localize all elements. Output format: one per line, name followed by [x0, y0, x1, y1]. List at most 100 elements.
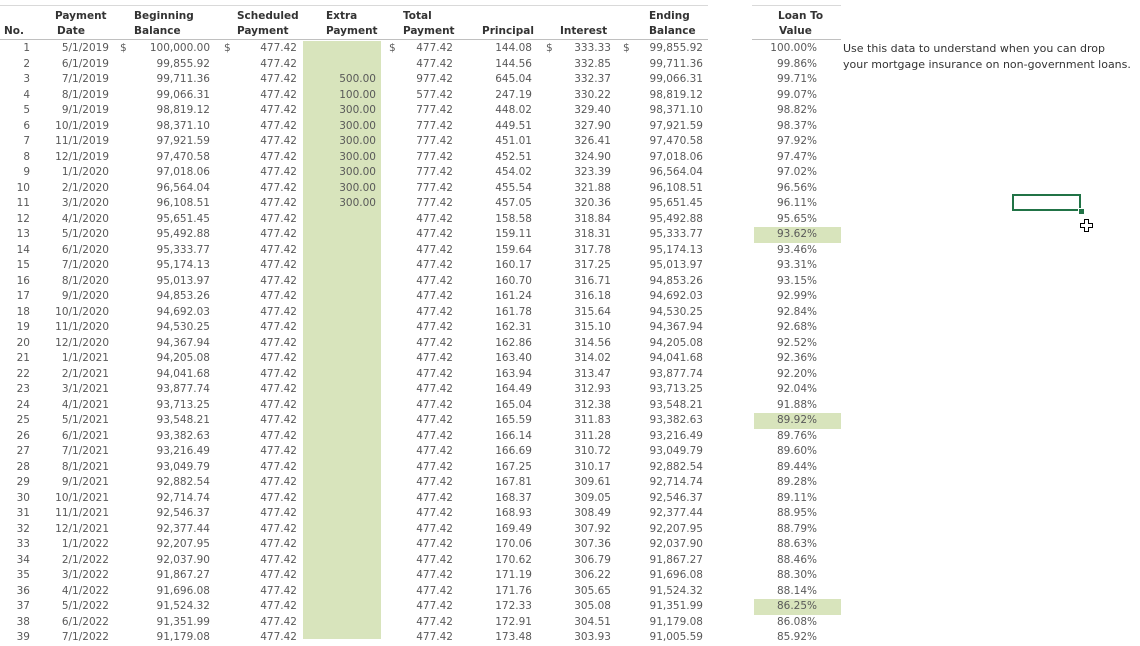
table-row[interactable]: 15 7/1/2020 95,174.13 477.42 477.42 160.17 317… — [0, 258, 860, 274]
table-row[interactable]: 3 7/1/2019 99,711.36 477.42 500.00 977.42 645.… — [0, 72, 860, 88]
table-row[interactable]: 31 11/1/2021 92,546.37 477.42 477.42 168.93 30… — [0, 506, 860, 522]
loan-to-value-cell: 98.82% — [776, 104, 817, 116]
extra-payment-cell[interactable]: 300.00 — [339, 181, 376, 194]
extra-payment-cell[interactable]: 300.00 — [339, 197, 376, 209]
principal-cell: 170.62 — [495, 553, 532, 566]
table-row[interactable]: 35 3/1/2022 91,867.27 477.42 477.42 171.19 306… — [0, 568, 860, 584]
table-row[interactable]: 38 6/1/2022 91,351.99 477.42 477.42 172.91 304… — [0, 615, 860, 631]
table-row[interactable]: 28 8/1/2021 93,049.79 477.42 477.42 167.25 310… — [0, 460, 860, 476]
extra-payment-cell[interactable] — [305, 398, 376, 414]
ending-balance-cell: 95,333.77 — [649, 228, 703, 240]
extra-payment-cell[interactable]: 500.00 — [339, 73, 376, 85]
table-row[interactable]: 23 3/1/2021 93,877.74 477.42 477.42 164.49 312… — [0, 382, 860, 398]
extra-payment-cell[interactable] — [305, 57, 376, 73]
table-row[interactable]: 20 12/1/2020 94,367.94 477.42 477.42 162.86 31… — [0, 336, 860, 352]
principal-cell: 167.25 — [495, 460, 532, 473]
extra-payment-cell[interactable] — [305, 615, 376, 631]
extra-payment-cell[interactable]: 100.00 — [339, 88, 376, 101]
beginning-balance-cell: 91,867.27 — [156, 569, 210, 581]
total-payment-cell: 477.42 — [416, 445, 453, 457]
extra-payment-cell[interactable] — [305, 444, 376, 460]
table-row[interactable]: 1 5/1/2019 $100,000.00 $477.42 $477.42 144.08… — [0, 41, 860, 57]
extra-payment-cell[interactable] — [305, 305, 376, 321]
ending-balance-cell: 92,882.54 — [649, 460, 703, 473]
principal-cell: 455.54 — [495, 181, 532, 194]
extra-payment-cell[interactable] — [305, 568, 376, 584]
table-row[interactable]: 12 4/1/2020 95,651.45 477.42 477.42 158.58 318… — [0, 212, 860, 228]
extra-payment-cell[interactable] — [305, 553, 376, 569]
table-row[interactable]: 11 3/1/2020 96,108.51 477.42 300.00 777.42 457… — [0, 196, 860, 212]
interest-cell: 316.71 — [574, 274, 611, 287]
table-row[interactable]: 34 2/1/2022 92,037.90 477.42 477.42 170.62 306… — [0, 553, 860, 569]
extra-payment-cell[interactable]: 300.00 — [339, 150, 376, 163]
table-row[interactable]: 22 2/1/2021 94,041.68 477.42 477.42 163.94 313… — [0, 367, 860, 383]
row-number: 16 — [16, 274, 30, 287]
extra-payment-cell[interactable] — [305, 429, 376, 445]
extra-payment-cell[interactable] — [305, 630, 376, 646]
table-row[interactable]: 27 7/1/2021 93,216.49 477.42 477.42 166.69 310… — [0, 444, 860, 460]
table-row[interactable]: 8 12/1/2019 97,470.58 477.42 300.00 777.42 452… — [0, 150, 860, 166]
table-row[interactable]: 18 10/1/2020 94,692.03 477.42 477.42 161.78 31… — [0, 305, 860, 321]
table-row[interactable]: 4 8/1/2019 99,066.31 477.42 100.00 577.42 247.… — [0, 88, 860, 104]
fill-handle[interactable] — [1078, 208, 1085, 215]
table-row[interactable]: 26 6/1/2021 93,382.63 477.42 477.42 166.14 311… — [0, 429, 860, 445]
beginning-balance-cell: 94,367.94 — [156, 336, 210, 349]
extra-payment-cell[interactable]: 300.00 — [339, 104, 376, 116]
table-row[interactable]: 7 11/1/2019 97,921.59 477.42 300.00 777.42 451… — [0, 134, 860, 150]
table-row[interactable]: 13 5/1/2020 95,492.88 477.42 477.42 159.11 318… — [0, 227, 860, 243]
table-row[interactable]: 9 1/1/2020 97,018.06 477.42 300.00 777.42 454.… — [0, 165, 860, 181]
table-row[interactable]: 16 8/1/2020 95,013.97 477.42 477.42 160.70 316… — [0, 274, 860, 290]
extra-payment-cell[interactable] — [305, 599, 376, 615]
interest-cell: 317.25 — [574, 259, 611, 271]
table-row[interactable]: 2 6/1/2019 99,855.92 477.42 477.42 144.56 332.… — [0, 57, 860, 73]
table-row[interactable]: 37 5/1/2022 91,524.32 477.42 477.42 172.33 305… — [0, 599, 860, 615]
table-row[interactable]: 24 4/1/2021 93,713.25 477.42 477.42 165.04 312… — [0, 398, 860, 414]
total-payment-cell: 777.42 — [416, 119, 453, 132]
extra-payment-cell[interactable] — [305, 506, 376, 522]
table-row[interactable]: 6 10/1/2019 98,371.10 477.42 300.00 777.42 449… — [0, 119, 860, 135]
table-row[interactable]: 36 4/1/2022 91,696.08 477.42 477.42 171.76 305… — [0, 584, 860, 600]
extra-payment-cell[interactable] — [305, 289, 376, 305]
extra-payment-cell[interactable] — [305, 413, 376, 429]
principal-cell: 163.40 — [495, 352, 532, 364]
extra-payment-cell[interactable] — [305, 522, 376, 538]
extra-payment-cell[interactable] — [305, 336, 376, 352]
loan-to-value-cell: 96.11% — [776, 197, 817, 209]
table-row[interactable]: 25 5/1/2021 93,548.21 477.42 477.42 165.59 311… — [0, 413, 860, 429]
extra-payment-cell[interactable] — [305, 274, 376, 290]
table-row[interactable]: 5 9/1/2019 98,819.12 477.42 300.00 777.42 448.… — [0, 103, 860, 119]
table-row[interactable]: 32 12/1/2021 92,377.44 477.42 477.42 169.49 30… — [0, 522, 860, 538]
extra-payment-cell[interactable] — [305, 491, 376, 507]
extra-payment-input-column[interactable] — [303, 41, 381, 639]
extra-payment-cell[interactable] — [305, 227, 376, 243]
extra-payment-cell[interactable] — [305, 243, 376, 259]
table-row[interactable]: 39 7/1/2022 91,179.08 477.42 477.42 173.48 303… — [0, 630, 860, 646]
extra-payment-cell[interactable]: 300.00 — [339, 135, 376, 147]
table-row[interactable]: 17 9/1/2020 94,853.26 477.42 477.42 161.24 316… — [0, 289, 860, 305]
extra-payment-cell[interactable] — [305, 351, 376, 367]
interest-cell: 320.36 — [574, 197, 611, 209]
table-row[interactable]: 14 6/1/2020 95,333.77 477.42 477.42 159.64 317… — [0, 243, 860, 259]
extra-payment-cell[interactable]: 300.00 — [339, 166, 376, 178]
table-row[interactable]: 30 10/1/2021 92,714.74 477.42 477.42 168.37 30… — [0, 491, 860, 507]
extra-payment-cell[interactable] — [305, 41, 376, 57]
principal-cell: 166.69 — [495, 445, 532, 457]
extra-payment-cell[interactable] — [305, 320, 376, 336]
extra-payment-cell[interactable] — [305, 584, 376, 600]
table-row[interactable]: 19 11/1/2020 94,530.25 477.42 477.42 162.31 31… — [0, 320, 860, 336]
extra-payment-cell[interactable] — [305, 460, 376, 476]
extra-payment-cell[interactable] — [305, 367, 376, 383]
extra-payment-cell[interactable]: 300.00 — [339, 119, 376, 132]
extra-payment-cell[interactable] — [305, 258, 376, 274]
beginning-balance-cell: 93,216.49 — [156, 445, 210, 457]
selected-cell[interactable] — [1012, 194, 1081, 211]
extra-payment-cell[interactable] — [305, 537, 376, 553]
table-row[interactable]: 29 9/1/2021 92,882.54 477.42 477.42 167.81 309… — [0, 475, 860, 491]
table-row[interactable]: 10 2/1/2020 96,564.04 477.42 300.00 777.42 455… — [0, 181, 860, 197]
table-row[interactable]: 21 1/1/2021 94,205.08 477.42 477.42 163.40 314… — [0, 351, 860, 367]
table-row[interactable]: 33 1/1/2022 92,207.95 477.42 477.42 170.06 307… — [0, 537, 860, 553]
extra-payment-cell[interactable] — [305, 475, 376, 491]
extra-payment-cell[interactable] — [305, 382, 376, 398]
extra-payment-cell[interactable] — [305, 212, 376, 228]
